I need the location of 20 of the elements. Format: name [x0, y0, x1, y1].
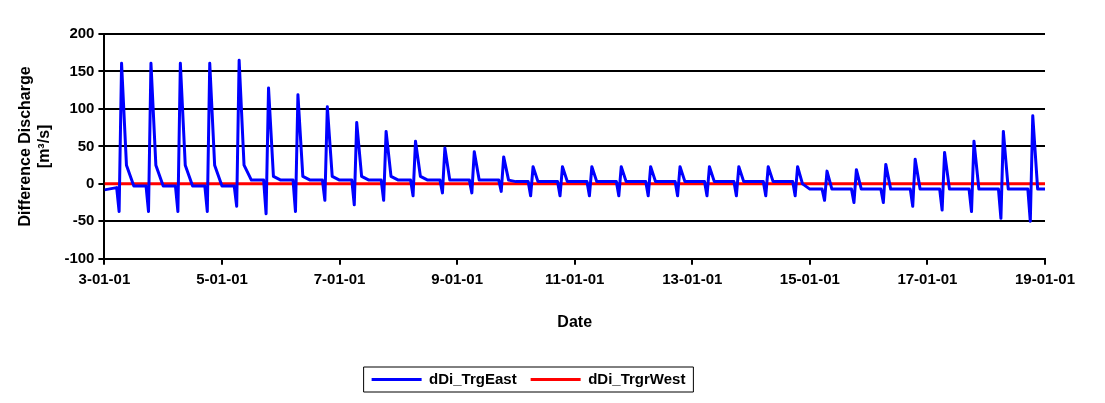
x-tick-label: 19-01-01	[1014, 269, 1076, 287]
legend-label: dDi_TrgEast	[429, 369, 517, 387]
x-axis-title: Date	[557, 312, 593, 330]
x-tick-label: 5-01-01	[196, 269, 248, 287]
y-tick-label: 0	[86, 174, 95, 192]
y-tick-label: 200	[69, 24, 95, 42]
y-axis-title: Difference Discharge [m³/s]	[16, 66, 53, 227]
y-tick-label: 150	[69, 61, 95, 79]
legend-label: dDi_TrgrWest	[588, 369, 686, 387]
y-tick-label: -100	[64, 248, 95, 266]
x-tick-label: 15-01-01	[779, 269, 840, 287]
y-tick-label: 100	[69, 99, 95, 117]
x-tick-label: 9-01-01	[431, 269, 483, 287]
x-tick-label: 13-01-01	[662, 269, 723, 287]
x-tick-label: 17-01-01	[897, 269, 958, 287]
y-tick-label: -50	[72, 211, 95, 229]
x-tick-label: 7-01-01	[313, 269, 366, 287]
x-tick-label: 11-01-01	[545, 269, 605, 287]
y-tick-label: 50	[77, 136, 95, 154]
x-tick-label: 3-01-01	[78, 269, 131, 287]
